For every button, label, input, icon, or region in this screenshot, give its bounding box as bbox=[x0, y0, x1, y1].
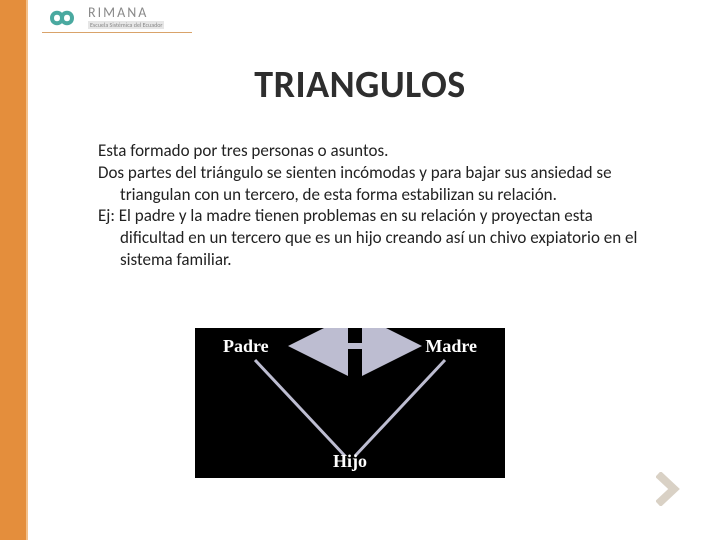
brand-tagline: Escuela Sistémica del Ecuador bbox=[88, 21, 164, 29]
infinity-icon bbox=[42, 7, 82, 29]
slide: RIMANA Escuela Sistémica del Ecuador TRI… bbox=[0, 0, 720, 540]
body-paragraph-1: Esta formado por tres personas o asuntos… bbox=[98, 140, 638, 162]
slide-title: TRIANGULOS bbox=[0, 62, 720, 108]
next-chevron-icon[interactable] bbox=[656, 472, 682, 506]
brand-text: RIMANA Escuela Sistémica del Ecuador bbox=[88, 6, 164, 29]
brand-underline bbox=[42, 32, 192, 33]
node-label-padre: Padre bbox=[223, 336, 269, 357]
brand-logo: RIMANA Escuela Sistémica del Ecuador bbox=[42, 6, 164, 29]
body-paragraph-2: Dos partes del triángulo se sienten incó… bbox=[98, 162, 638, 206]
edge-madre-hijo bbox=[355, 360, 445, 456]
node-label-madre: Madre bbox=[425, 336, 477, 357]
node-label-hijo: Hijo bbox=[333, 451, 367, 472]
triangle-diagram: Padre Madre Hijo bbox=[195, 328, 505, 478]
body-paragraph-3: Ej: El padre y la madre tienen problemas… bbox=[98, 205, 638, 270]
brand-name: RIMANA bbox=[88, 6, 164, 20]
slide-body: Esta formado por tres personas o asuntos… bbox=[98, 140, 638, 271]
edge-padre-hijo bbox=[255, 360, 345, 456]
